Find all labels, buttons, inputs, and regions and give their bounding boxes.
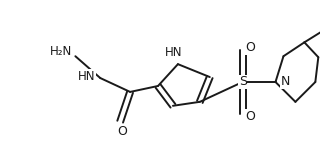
Text: N: N bbox=[281, 75, 290, 89]
Text: O: O bbox=[246, 41, 256, 54]
Text: S: S bbox=[239, 75, 247, 89]
Text: H₂N: H₂N bbox=[50, 45, 73, 58]
Text: HN: HN bbox=[165, 46, 183, 59]
Text: O: O bbox=[246, 110, 256, 123]
Text: O: O bbox=[117, 125, 127, 138]
Text: HN: HN bbox=[78, 70, 95, 82]
